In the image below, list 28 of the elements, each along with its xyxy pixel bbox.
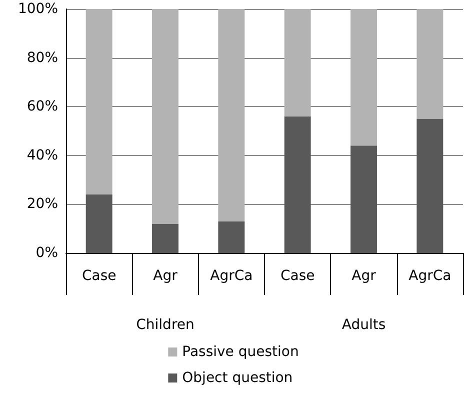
text: Children xyxy=(136,317,194,333)
bar xyxy=(284,9,311,116)
bar xyxy=(218,221,245,253)
x-tick-label: AgrCa xyxy=(210,268,253,284)
bar xyxy=(152,9,178,224)
legend-label: Passive question xyxy=(182,344,299,360)
x-tick-label: Case xyxy=(280,268,315,284)
y-tick-label: 0% xyxy=(36,245,58,261)
y-tick-label: 100% xyxy=(18,1,58,17)
x-tick-label: Case xyxy=(82,268,116,284)
bar xyxy=(350,9,377,146)
bar xyxy=(416,9,444,119)
y-tick-label: 40% xyxy=(26,147,58,164)
bar xyxy=(152,224,178,253)
bar xyxy=(350,146,377,253)
bar xyxy=(86,9,112,194)
y-tick-label: 60% xyxy=(26,98,58,115)
y-tick-label: 80% xyxy=(26,50,58,66)
x-tick-label: AgrCa xyxy=(408,268,452,284)
x-tick-label: Agr xyxy=(153,268,178,284)
bar xyxy=(284,116,311,253)
y-tick-label: 20% xyxy=(26,196,58,212)
bar xyxy=(416,118,444,253)
bar xyxy=(218,9,245,222)
text: Adults xyxy=(342,317,386,333)
bar xyxy=(86,194,112,253)
x-tick-label: Agr xyxy=(352,268,376,284)
legend-label: Object question xyxy=(182,370,293,386)
